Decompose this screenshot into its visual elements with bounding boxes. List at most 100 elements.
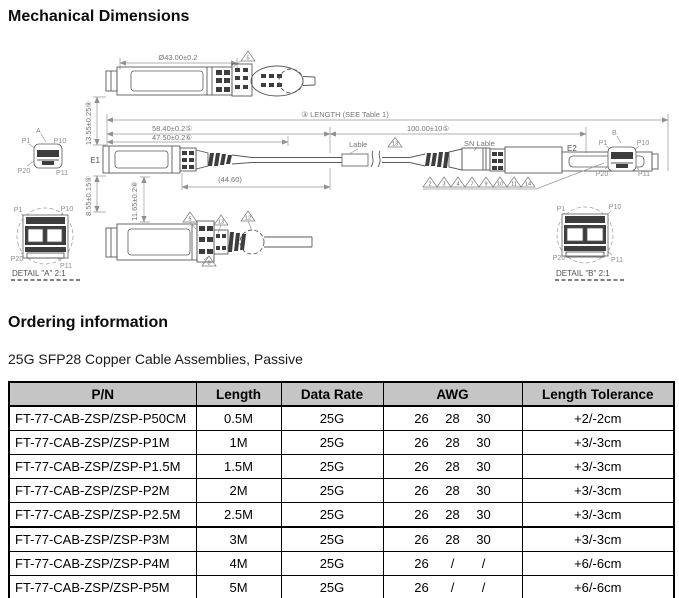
- cell-pn: FT-77-CAB-ZSP/ZSP-P2M: [8, 478, 197, 503]
- table-row: FT-77-CAB-ZSP/ZSP-P2.5M 2.5M 25G 26 28 30 +3/-…: [8, 502, 675, 528]
- svg-text:P20: P20: [18, 168, 31, 175]
- column-header-awg: AWG: [382, 381, 523, 407]
- dim-13-55-text: 13.55±0.25⑨: [84, 101, 93, 145]
- awg-value: 26: [414, 483, 429, 498]
- cell-awg: 26 28 30: [382, 526, 523, 552]
- cell-tolerance: +6/-6cm: [521, 575, 675, 598]
- cell-data_rate: 25G: [280, 526, 384, 552]
- callout-bv-12: 12: [245, 216, 251, 222]
- cell-tolerance: +6/-6cm: [521, 551, 675, 576]
- cell-pn: FT-77-CAB-ZSP/ZSP-P1M: [8, 430, 197, 455]
- awg-value: 30: [476, 435, 491, 450]
- cell-awg: 26 / /: [382, 575, 523, 598]
- callout-bv-8: 8: [207, 261, 210, 267]
- awg-value: 28: [445, 532, 460, 547]
- awg-value: 30: [476, 411, 491, 426]
- awg-value: /: [481, 556, 486, 571]
- cell-awg: 26 28 30: [382, 430, 523, 455]
- cell-tolerance: +3/-3cm: [521, 478, 675, 503]
- detail-a: P1 P10 P20 P11 DETAIL "A" 2:1: [11, 206, 80, 281]
- connector-face-a: A P1 P10 P20 P11: [18, 128, 68, 177]
- callout-label-13: 13: [392, 142, 398, 148]
- callout-bv-13: 13: [218, 220, 224, 226]
- cell-tolerance: +3/-3cm: [521, 502, 675, 528]
- cell-tolerance: +3/-3cm: [521, 430, 675, 455]
- dim-length-note: ③ LENGTH (SEE Table 1): [301, 110, 389, 119]
- cell-data_rate: 25G: [280, 478, 384, 503]
- label-b: B: [612, 130, 617, 137]
- svg-text:P1: P1: [22, 138, 31, 145]
- cell-pn: FT-77-CAB-ZSP/ZSP-P1.5M: [8, 454, 197, 479]
- detail-b: P1 P10 P20 P11 DETAIL "B" 2:1: [553, 204, 625, 281]
- cell-data_rate: 25G: [280, 454, 384, 479]
- awg-value: 28: [445, 435, 460, 450]
- awg-value: 26: [414, 411, 429, 426]
- awg-value: 30: [476, 483, 491, 498]
- cell-data_rate: 25G: [280, 575, 384, 598]
- svg-text:P1: P1: [557, 206, 566, 213]
- cell-length: 1.5M: [195, 454, 282, 479]
- callout-bv-5: 5: [188, 217, 191, 223]
- awg-value: /: [450, 580, 455, 595]
- svg-text:9: 9: [484, 182, 487, 188]
- awg-value: 26: [414, 532, 429, 547]
- svg-text:14: 14: [525, 182, 531, 188]
- svg-text:2: 2: [428, 182, 431, 188]
- cell-data_rate: 25G: [280, 405, 384, 431]
- awg-value: 26: [414, 459, 429, 474]
- table-row: FT-77-CAB-ZSP/ZSP-P2M 2M 25G 26 28 30 +3/-3cm: [8, 478, 675, 503]
- cell-awg: 26 28 30: [382, 454, 523, 479]
- section-title-mechanical: Mechanical Dimensions: [8, 8, 190, 25]
- cell-awg: 26 28 30: [382, 478, 523, 503]
- awg-value: /: [481, 580, 486, 595]
- ordering-table-body: FT-77-CAB-ZSP/ZSP-P50CM 0.5M 25G 26 28 30 +2/-…: [8, 405, 675, 598]
- label-e2: E2: [567, 144, 577, 153]
- awg-value: 30: [476, 532, 491, 547]
- detail-a-title: DETAIL "A" 2:1: [12, 269, 66, 278]
- column-header-tolerance: Length Tolerance: [521, 381, 675, 407]
- svg-text:P20: P20: [596, 171, 609, 178]
- dim-44: (44.60): [218, 175, 242, 184]
- awg-value: 26: [414, 435, 429, 450]
- cell-data_rate: 25G: [280, 551, 384, 576]
- table-row: FT-77-CAB-ZSP/ZSP-P1.5M 1.5M 25G 26 28 30 +3/-…: [8, 454, 675, 479]
- cell-data_rate: 25G: [280, 502, 384, 528]
- cell-pn: FT-77-CAB-ZSP/ZSP-P2.5M: [8, 502, 197, 528]
- table-row: FT-77-CAB-ZSP/ZSP-P5M 5M 25G 26 / / +6/-6cm: [8, 575, 675, 598]
- column-header-pn: P/N: [8, 381, 197, 407]
- column-header-data-rate: Data Rate: [280, 381, 384, 407]
- table-row: FT-77-CAB-ZSP/ZSP-P4M 4M 25G 26 / / +6/-6cm: [8, 551, 675, 576]
- cell-length: 4M: [195, 551, 282, 576]
- svg-text:P10: P10: [61, 206, 74, 213]
- mechanical-drawing: Ø43.00±0.2 5: [11, 50, 669, 281]
- svg-text:11.65±0.2⑧: 11.65±0.2⑧: [130, 181, 139, 221]
- svg-text:11: 11: [511, 182, 517, 188]
- label-a: A: [36, 128, 41, 135]
- cell-tolerance: +3/-3cm: [521, 454, 675, 479]
- table-header-row: P/N Length Data Rate AWG Length Toleranc…: [8, 381, 675, 407]
- svg-text:P10: P10: [637, 140, 650, 147]
- svg-text:P10: P10: [609, 204, 622, 211]
- cell-pn: FT-77-CAB-ZSP/ZSP-P50CM: [8, 405, 197, 431]
- svg-text:P1: P1: [599, 140, 608, 147]
- awg-value: 28: [445, 459, 460, 474]
- section-title-ordering: Ordering information: [8, 314, 168, 331]
- cell-pn: FT-77-CAB-ZSP/ZSP-P4M: [8, 551, 197, 576]
- label-e1: E1: [90, 156, 100, 165]
- assembly-view: ③ LENGTH (SEE Table 1) 58.40±0.2⑤ 100.00…: [90, 110, 669, 190]
- awg-value: 30: [476, 459, 491, 474]
- column-header-length: Length: [195, 381, 282, 407]
- cell-awg: 26 28 30: [382, 405, 523, 431]
- awg-value: 26: [414, 507, 429, 522]
- svg-text:P20: P20: [553, 255, 566, 262]
- dim-43: Ø43.00±0.2: [158, 53, 197, 62]
- awg-value: 30: [476, 507, 491, 522]
- cell-length: 2M: [195, 478, 282, 503]
- svg-text:3: 3: [442, 182, 445, 188]
- callout-row: 2 3 4 7 9 10 11 14: [422, 162, 605, 190]
- awg-value: 28: [445, 507, 460, 522]
- bottom-view: 5 13 12 8: [105, 210, 313, 267]
- svg-text:P11: P11: [638, 171, 650, 178]
- table-row: FT-77-CAB-ZSP/ZSP-P50CM 0.5M 25G 26 28 30 +2/-…: [8, 405, 675, 431]
- cell-length: 2.5M: [195, 502, 282, 528]
